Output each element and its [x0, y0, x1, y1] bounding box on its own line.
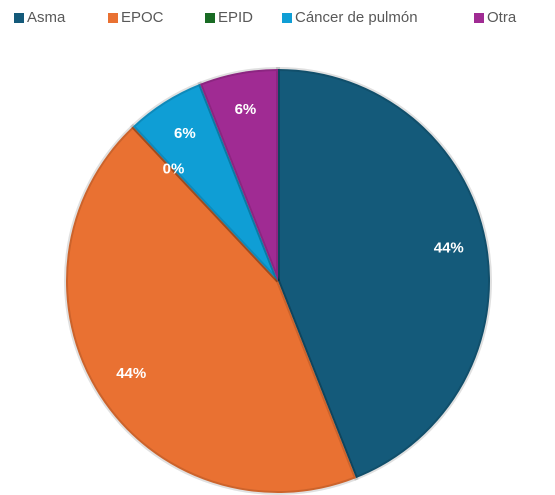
legend-swatch — [14, 13, 24, 23]
slice-label: 0% — [163, 161, 185, 178]
legend-label: Cáncer de pulmón — [295, 9, 418, 26]
slice-label: 6% — [235, 101, 257, 118]
legend-label: EPOC — [121, 9, 164, 26]
slice-label: 6% — [174, 125, 196, 142]
legend-swatch — [474, 13, 484, 23]
legend-swatch — [205, 13, 215, 23]
pie-slice — [131, 125, 280, 283]
pie-slice — [276, 66, 492, 481]
legend-label: Otra — [487, 9, 517, 26]
slice-label: 44% — [116, 365, 146, 382]
legend-label: EPID — [218, 9, 253, 26]
slice-label: 44% — [434, 239, 464, 256]
pie-slice — [64, 123, 359, 495]
legend-swatch — [282, 13, 292, 23]
pie-slice — [130, 81, 280, 283]
pie-slice — [197, 66, 280, 282]
legend-label: Asma — [27, 9, 66, 26]
legend-swatch — [108, 13, 118, 23]
